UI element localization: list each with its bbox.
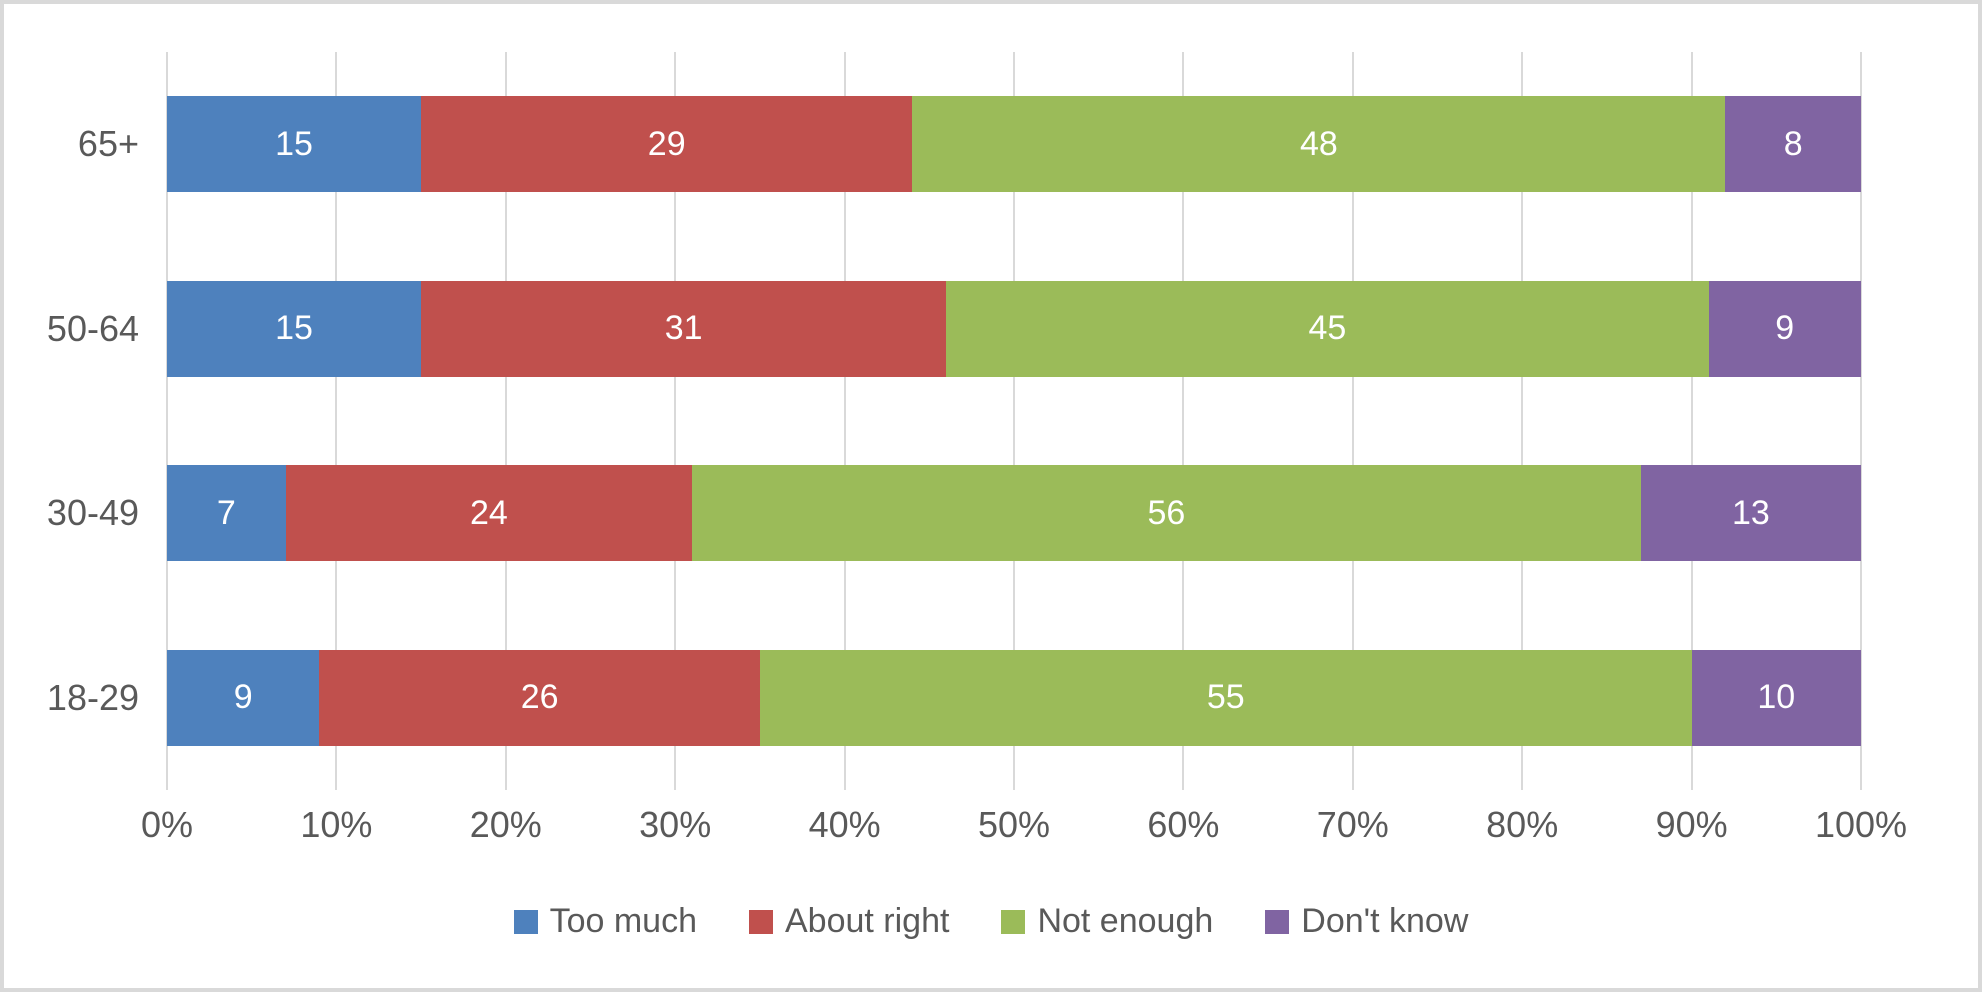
category-label: 30-49 [46,492,139,534]
segment-value-label: 8 [1783,124,1803,163]
gridline-10% [335,52,338,790]
bar-segment-not-enough: 45 [946,280,1709,377]
x-tick-label: 100% [1814,804,1908,845]
bar-segment-too-much: 9 [167,649,320,746]
legend-swatch [1001,909,1026,934]
x-tick-label: 40% [808,804,881,845]
gridline-70% [1351,52,1354,790]
gridline-0% [166,52,168,790]
bar-segment-not-enough: 56 [692,465,1641,562]
bar-segment-don-t-know: 10 [1691,649,1861,746]
stacked-bar: 9 26 55 10 [167,649,1861,746]
legend-label: Not enough [1037,902,1214,940]
bar-segment-about-right: 31 [421,280,947,377]
bar-segment-too-much: 15 [167,96,422,193]
bar-segment-about-right: 26 [319,649,760,746]
plot-area: 65+ 15 29 48 8 50-64 15 31 45 9 30-49 7 24 56 13 18-29 9… [47,52,1862,790]
x-tick-label: 80% [1486,804,1559,845]
gridline-90% [1690,52,1693,790]
legend-item-about-right: About right [749,902,949,941]
legend: Too much About right Not enough Don't know [4,902,1978,941]
category-band: 65+ 15 29 48 8 [78,52,1861,236]
bar-segment-too-much: 15 [167,280,422,377]
segment-value-label: 45 [1308,309,1347,348]
segment-value-label: 15 [275,124,313,163]
x-axis: 0% 10% 20% 30% 40% 50% 60% 70% 80% 90% 100% [141,804,1907,854]
segment-value-label: 15 [275,309,313,348]
segment-value-label: 13 [1731,493,1770,532]
bar-segment-not-enough: 55 [759,649,1692,746]
segment-value-label: 31 [664,309,703,348]
category-band: 30-49 7 24 56 13 [47,421,1861,605]
gridline-40% [843,52,846,790]
stacked-bar: 7 24 56 13 [167,465,1861,562]
category-label: 18-29 [46,676,139,718]
x-tick-label: 90% [1655,804,1728,845]
legend-item-too-much: Too much [513,902,697,941]
category-band: 18-29 9 26 55 10 [47,606,1861,790]
bar-segment-about-right: 24 [285,465,693,562]
segment-value-label: 48 [1299,124,1338,163]
segment-value-label: 26 [520,678,559,717]
legend-item-not-enough: Not enough [1001,902,1213,941]
x-tick-label: 30% [639,804,712,845]
legend-label: Don't know [1301,902,1469,940]
stacked-bar: 15 31 45 9 [167,280,1861,377]
x-tick-label: 50% [977,804,1051,845]
x-tick-label: 70% [1316,804,1389,845]
gridline-100% [1860,52,1862,790]
bar-segment-too-much: 7 [167,465,286,562]
legend-swatch [1265,909,1290,934]
legend-swatch [513,909,538,934]
segment-value-label: 10 [1757,678,1796,717]
x-tick-label: 20% [469,804,542,845]
x-tick-label: 60% [1147,804,1220,845]
segment-value-label: 9 [233,678,253,717]
bar-segment-don-t-know: 8 [1725,96,1861,193]
segment-value-label: 24 [469,493,508,532]
legend-label: Too much [549,902,697,940]
bar-segment-don-t-know: 9 [1708,280,1861,377]
segment-value-label: 9 [1775,309,1795,348]
gridline-60% [1182,52,1185,790]
gridline-20% [504,52,507,790]
gridline-80% [1521,52,1524,790]
segment-value-label: 56 [1147,493,1186,532]
gridline-30% [674,52,677,790]
category-label: 50-64 [46,307,139,349]
x-tick-label: 0% [140,804,194,845]
legend-label: About right [785,902,950,940]
segment-value-label: 29 [647,124,686,163]
legend-item-don-t-know: Don't know [1265,902,1468,941]
bar-segment-about-right: 29 [421,96,913,193]
bar-segment-don-t-know: 13 [1640,465,1861,562]
segment-value-label: 55 [1206,678,1245,717]
category-band: 50-64 15 31 45 9 [47,237,1861,421]
category-label: 65+ [77,123,139,165]
gridline-50% [1013,52,1015,790]
stacked-bar: 15 29 48 8 [167,96,1861,193]
bar-segment-not-enough: 48 [912,96,1726,193]
segment-value-label: 7 [216,493,236,532]
x-tick-label: 10% [300,804,373,845]
legend-swatch [749,909,773,934]
